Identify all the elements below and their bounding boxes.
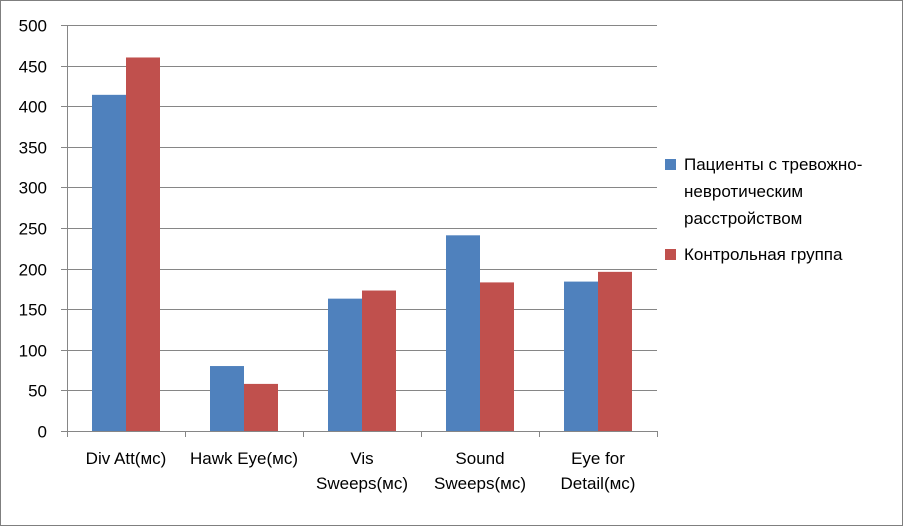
x-tick-label: Div Att(мс) [86,449,167,468]
axes [61,25,658,437]
bar [564,281,598,431]
y-tick-label: 50 [28,382,47,401]
y-tick-label: 350 [19,139,47,158]
legend-item-series-1: Пациенты с тревожно- невротическим расст… [665,151,897,232]
y-tick-label: 0 [38,423,47,442]
bar-area [92,57,632,431]
bar [126,57,160,431]
legend-swatch-series-2 [665,249,676,260]
gridlines [67,25,657,391]
x-tick-label: Hawk Eye(мс) [190,449,298,468]
x-tick-label: Sound [455,449,504,468]
legend: Пациенты с тревожно- невротическим расст… [665,151,897,268]
bar [244,383,278,431]
bar [446,235,480,431]
y-tick-label: 100 [19,342,47,361]
bar [362,290,396,431]
y-tick-label: 300 [19,179,47,198]
legend-item-series-2: Контрольная группа [665,241,897,268]
y-tick-label: 500 [19,17,47,36]
y-tick-label: 250 [19,220,47,239]
legend-label-line-3: расстройством [684,209,803,228]
y-tick-label: 200 [19,261,47,280]
bar [328,298,362,431]
bar [92,94,126,431]
x-axis-labels: Div Att(мс) Hawk Eye(мс) Vis Sweeps(мс) Soun… [86,449,636,493]
legend-swatch-series-1 [665,159,676,170]
bar [598,271,632,431]
x-tick-label: Vis [350,449,373,468]
bar [210,366,244,431]
legend-label-line-2: невротическим [684,182,804,201]
legend-label-line-1: Пациенты с тревожно- [684,155,863,174]
x-tick-label: Eye for [571,449,625,468]
y-tick-label: 150 [19,301,47,320]
legend-label-line-1: Контрольная группа [684,245,843,264]
x-tick-label: Sweeps(мс) [434,474,526,493]
x-tick-label: Detail(мс) [561,474,636,493]
y-tick-label: 400 [19,98,47,117]
y-axis-labels: 0 50 100 150 200 250 300 350 400 450 500 [19,17,47,442]
y-tick-label: 450 [19,58,47,77]
x-tick-label: Sweeps(мс) [316,474,408,493]
bar [480,282,514,431]
